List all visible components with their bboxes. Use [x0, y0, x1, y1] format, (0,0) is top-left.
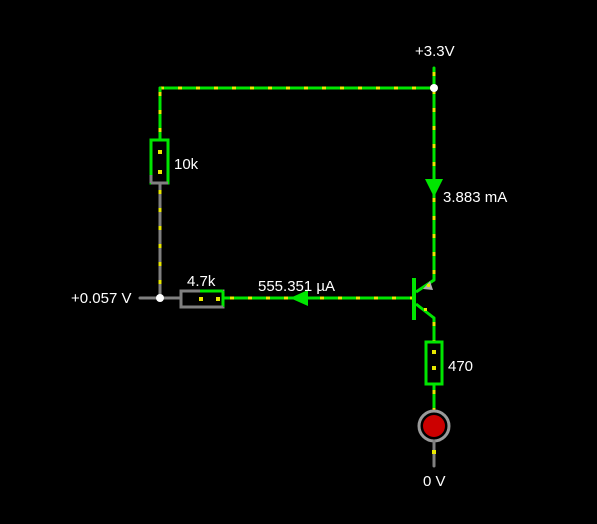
npn-transistor[interactable]: [412, 278, 435, 320]
ground-label: 0 V: [423, 473, 446, 490]
supply-label: +3.3V: [415, 43, 455, 60]
base-current-arrow: [290, 290, 308, 306]
resistor-10k-label: 10k: [174, 156, 199, 173]
resistor-10k[interactable]: [149, 138, 170, 185]
resistor-470[interactable]: [424, 340, 444, 386]
base-divider-node: [156, 294, 164, 302]
resistor-4k7[interactable]: [158, 289, 225, 309]
led-indicator[interactable]: [417, 409, 451, 443]
resistor-4k7-label: 4.7k: [187, 273, 216, 290]
wire-ground[interactable]: [432, 439, 436, 468]
resistor-470-label: 470: [448, 358, 473, 375]
collector-current-arrow: [425, 179, 443, 197]
base-current-label: 555.351 µA: [258, 278, 335, 295]
node-voltage-label: +0.057 V: [71, 290, 131, 307]
supply-node: [430, 84, 438, 92]
collector-current-label: 3.883 mA: [443, 189, 507, 206]
